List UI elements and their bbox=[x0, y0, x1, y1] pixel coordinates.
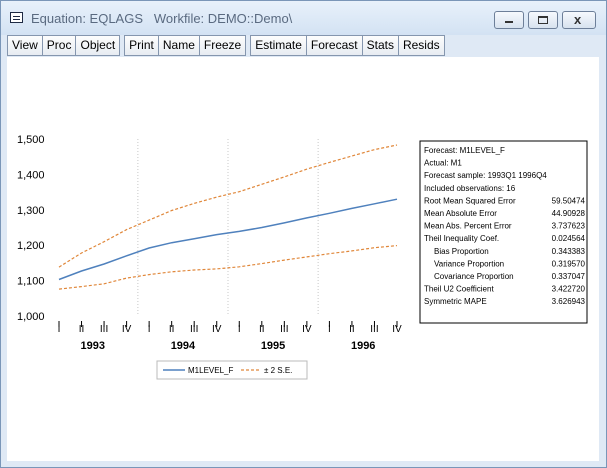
x-tick-label: IV bbox=[212, 324, 222, 335]
x-tick-label: II bbox=[349, 324, 355, 335]
x-tick-label: III bbox=[280, 324, 288, 335]
stat-label: Root Mean Squared Error bbox=[424, 196, 516, 205]
x-tick-label: IV bbox=[302, 324, 312, 335]
window-title: Equation: EQLAGS Workfile: DEMO::Demo\ bbox=[31, 11, 293, 26]
stat-value: 0.319570 bbox=[552, 259, 586, 268]
x-tick-label: III bbox=[190, 324, 198, 335]
object-button[interactable]: Object bbox=[76, 35, 121, 56]
y-tick-label: 1,100 bbox=[17, 276, 45, 288]
x-tick-label: III bbox=[100, 324, 108, 335]
y-tick-label: 1,500 bbox=[17, 134, 45, 146]
upper-se-line bbox=[58, 144, 398, 268]
x-tick-label: IV bbox=[392, 324, 402, 335]
stat-label: Symmetric MAPE bbox=[424, 297, 487, 306]
x-tick-label: II bbox=[259, 324, 265, 335]
window-menu-icon[interactable] bbox=[10, 12, 23, 23]
stat-label: Mean Absolute Error bbox=[424, 209, 497, 218]
close-button[interactable]: x bbox=[562, 11, 596, 29]
freeze-button[interactable]: Freeze bbox=[199, 35, 247, 56]
stat-value: 0.343383 bbox=[552, 247, 586, 256]
print-button[interactable]: Print bbox=[124, 35, 159, 56]
forecast-button[interactable]: Forecast bbox=[306, 35, 363, 56]
x-tick-label: I bbox=[328, 324, 331, 335]
stat-label: Covariance Proportion bbox=[434, 272, 514, 281]
x-tick-label: I bbox=[58, 324, 61, 335]
y-tick-label: 1,300 bbox=[17, 205, 45, 217]
x-tick-label: III bbox=[370, 324, 378, 335]
y-tick-label: 1,200 bbox=[17, 240, 45, 252]
stat-label: Forecast sample: 1993Q1 1996Q4 bbox=[424, 171, 547, 180]
stat-label: Bias Proportion bbox=[434, 247, 489, 256]
legend-box bbox=[156, 360, 308, 380]
minimize-icon bbox=[505, 21, 513, 23]
title-bar[interactable]: Equation: EQLAGS Workfile: DEMO::Demo\ x bbox=[1, 1, 606, 35]
y-tick-label: 1,000 bbox=[17, 311, 45, 323]
x-tick-label: IV bbox=[122, 324, 132, 335]
stat-value: 0.024564 bbox=[552, 234, 586, 243]
maximize-icon bbox=[538, 16, 548, 24]
x-tick-label: II bbox=[169, 324, 175, 335]
year-label: 1995 bbox=[261, 340, 285, 352]
maximize-button[interactable] bbox=[528, 11, 558, 29]
stat-label: Actual: M1 bbox=[424, 159, 462, 168]
year-label: 1996 bbox=[351, 340, 375, 352]
stat-label: Variance Proportion bbox=[434, 259, 504, 268]
legend-label-forecast: M1LEVEL_F bbox=[188, 366, 233, 375]
view-button[interactable]: View bbox=[7, 35, 43, 56]
forecast-stats-box bbox=[419, 140, 588, 324]
stat-value: 3.626943 bbox=[552, 297, 586, 306]
stat-label: Included observations: 16 bbox=[424, 184, 516, 193]
x-tick-label: I bbox=[148, 324, 151, 335]
year-label: 1994 bbox=[171, 340, 196, 352]
stat-label: Theil Inequality Coef. bbox=[424, 234, 499, 243]
stat-label: Mean Abs. Percent Error bbox=[424, 222, 512, 231]
name-button[interactable]: Name bbox=[158, 35, 200, 56]
stat-value: 3.422720 bbox=[552, 285, 586, 294]
legend-label-se: ± 2 S.E. bbox=[264, 366, 292, 375]
x-tick-label: II bbox=[79, 324, 85, 335]
y-tick-label: 1,400 bbox=[17, 169, 45, 181]
forecast-line bbox=[58, 198, 398, 281]
stat-value: 44.90928 bbox=[552, 209, 586, 218]
close-icon: x bbox=[574, 12, 582, 27]
minimize-button[interactable] bbox=[494, 11, 524, 29]
resids-button[interactable]: Resids bbox=[398, 35, 445, 56]
stat-value: 3.737623 bbox=[552, 222, 586, 231]
stat-value: 0.337047 bbox=[552, 272, 586, 281]
year-label: 1993 bbox=[81, 340, 105, 352]
lower-se-line bbox=[58, 245, 398, 290]
stats-button[interactable]: Stats bbox=[362, 35, 399, 56]
stat-value: 59.50474 bbox=[552, 196, 586, 205]
graph-area: 1,000 1,100 1,200 1,300 1,400 1,500 I II III IV I I… bbox=[7, 57, 599, 461]
x-tick-label: I bbox=[238, 324, 241, 335]
proc-button[interactable]: Proc bbox=[42, 35, 77, 56]
toolbar: View Proc Object Print Name Freeze Estimate For… bbox=[7, 35, 445, 56]
estimate-button[interactable]: Estimate bbox=[250, 35, 307, 56]
stat-label: Theil U2 Coefficient bbox=[424, 285, 494, 294]
stat-label: Forecast: M1LEVEL_F bbox=[424, 146, 505, 155]
